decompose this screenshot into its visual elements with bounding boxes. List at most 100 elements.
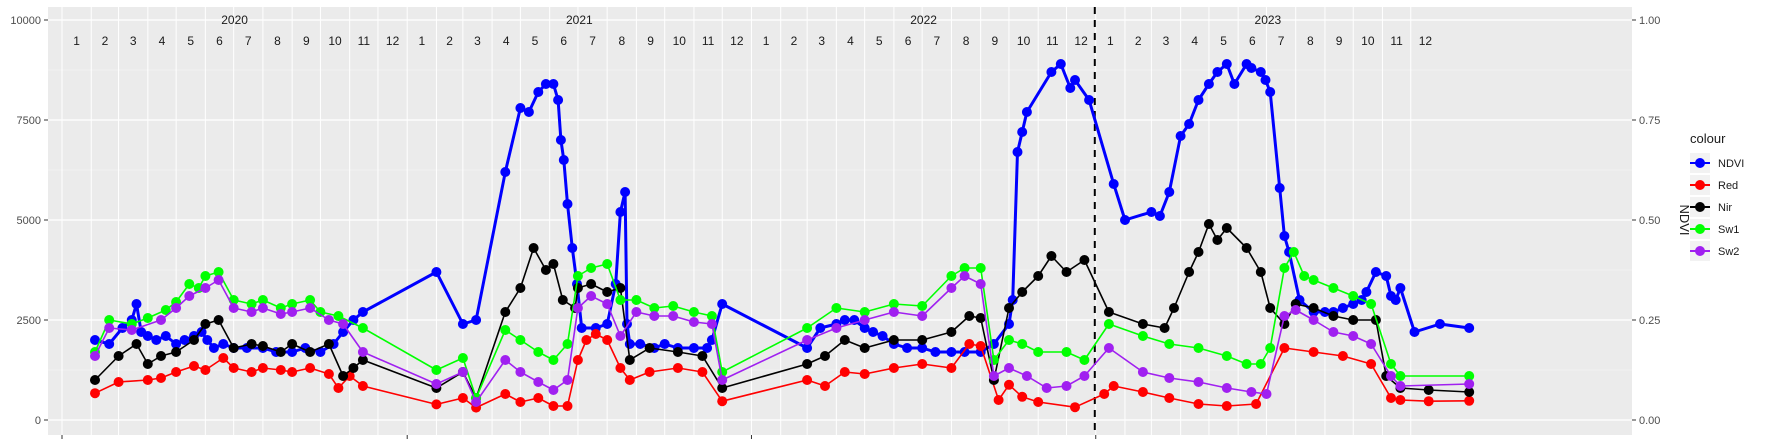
data-point-red — [1137, 387, 1148, 397]
data-point-sw2 — [471, 397, 482, 407]
data-point-red — [964, 339, 975, 349]
series-line-nir — [94, 223, 1470, 399]
data-point-red — [142, 375, 153, 385]
data-point-sw1 — [1386, 359, 1396, 369]
data-point-sw2 — [213, 275, 224, 285]
data-point-red — [1193, 399, 1204, 409]
data-point-sw2 — [706, 319, 717, 329]
month-label: 4 — [1191, 34, 1198, 48]
y-tick-label: 5000 — [17, 215, 41, 227]
data-point-nir — [1046, 251, 1057, 261]
data-point-red — [1395, 395, 1406, 405]
data-point-nir — [131, 339, 142, 349]
data-point-sw1 — [431, 365, 442, 375]
data-point-red — [246, 367, 257, 377]
month-label: 7 — [589, 34, 596, 48]
data-point-nir — [142, 359, 153, 369]
data-point-nir — [615, 283, 626, 293]
data-point-ndvi — [1070, 75, 1080, 85]
month-label: 2 — [446, 34, 453, 48]
data-point-nir — [1423, 385, 1434, 395]
data-point-sw1 — [333, 311, 344, 321]
data-point-sw2 — [90, 351, 100, 361]
data-point-ndvi — [515, 103, 526, 113]
data-point-sw2 — [1041, 383, 1052, 393]
data-point-ndvi — [1274, 183, 1285, 193]
data-point-nir — [213, 315, 224, 325]
data-point-sw2 — [1021, 371, 1032, 381]
data-point-nir — [338, 371, 349, 381]
data-point-ndvi — [839, 315, 850, 325]
data-point-sw1 — [184, 279, 195, 289]
data-point-ndvi — [548, 79, 559, 89]
legend-item-sw2: Sw2 — [1690, 241, 1739, 261]
month-label: 8 — [274, 34, 281, 48]
data-point-red — [590, 329, 601, 339]
data-point-nir — [171, 347, 182, 357]
data-point-nir — [1241, 243, 1252, 253]
data-point-nir — [200, 319, 211, 329]
data-point-nir — [1203, 219, 1214, 229]
month-label: 6 — [560, 34, 567, 48]
data-point-red — [859, 369, 870, 379]
data-point-red — [888, 363, 899, 373]
data-point-ndvi — [338, 327, 349, 337]
data-point-ndvi — [624, 339, 635, 349]
data-point-ndvi — [523, 107, 534, 117]
data-point-sw1 — [1137, 331, 1148, 341]
month-label: 10 — [673, 34, 687, 48]
legend-item-sw1: Sw1 — [1690, 219, 1739, 239]
data-point-red — [615, 363, 626, 373]
data-point-sw1 — [831, 303, 842, 313]
data-point-red — [697, 367, 708, 377]
data-point-red — [257, 363, 268, 373]
data-point-sw1 — [1299, 271, 1310, 281]
data-point-ndvi — [151, 335, 162, 345]
data-point-sw2 — [287, 307, 298, 317]
data-point-nir — [1265, 303, 1276, 313]
data-point-sw2 — [1079, 371, 1090, 381]
data-point-red — [993, 395, 1004, 405]
month-label: 6 — [1249, 34, 1256, 48]
data-point-ndvi — [1395, 283, 1406, 293]
data-point-sw1 — [1265, 343, 1276, 353]
month-label: 1 — [1107, 34, 1114, 48]
series-sw1 — [90, 247, 1475, 403]
data-point-nir — [228, 343, 239, 353]
data-point-sw1 — [615, 295, 626, 305]
data-point-nir — [257, 341, 268, 351]
data-point-ndvi — [1390, 295, 1401, 305]
data-point-sw1 — [1164, 339, 1175, 349]
data-point-ndvi — [868, 327, 879, 337]
data-point-sw2 — [602, 299, 613, 309]
data-point-sw2 — [184, 291, 195, 301]
data-point-ndvi — [1212, 67, 1223, 77]
data-point-ndvi — [1229, 79, 1240, 89]
data-point-ndvi — [179, 335, 190, 345]
data-point-sw2 — [562, 375, 573, 385]
data-point-sw1 — [246, 299, 257, 309]
data-point-sw2 — [515, 367, 526, 377]
data-point-ndvi — [555, 135, 566, 145]
data-point-ndvi — [859, 323, 870, 333]
month-label: 4 — [503, 34, 510, 48]
data-point-nir — [672, 347, 683, 357]
data-point-nir — [557, 295, 568, 305]
legend-label: Sw1 — [1718, 224, 1739, 236]
axes-layer: 0 2500 5000 7500 10000 0.00 0.25 0.50 0.75 1.00 ND… — [10, 15, 1692, 439]
data-point-nir — [305, 347, 316, 357]
data-point-nir — [964, 311, 975, 321]
data-point-ndvi — [946, 347, 957, 357]
data-point-ndvi — [1348, 299, 1359, 309]
data-point-nir — [859, 343, 870, 353]
data-point-ndvi — [1337, 303, 1348, 313]
data-point-sw2 — [572, 303, 583, 313]
data-point-ndvi — [1175, 131, 1186, 141]
data-point-sw1 — [586, 263, 597, 273]
data-point-ndvi — [1255, 67, 1266, 77]
month-label: 7 — [245, 34, 252, 48]
data-point-ndvi — [576, 323, 587, 333]
data-point-sw1 — [548, 355, 559, 365]
data-point-red — [90, 388, 100, 399]
